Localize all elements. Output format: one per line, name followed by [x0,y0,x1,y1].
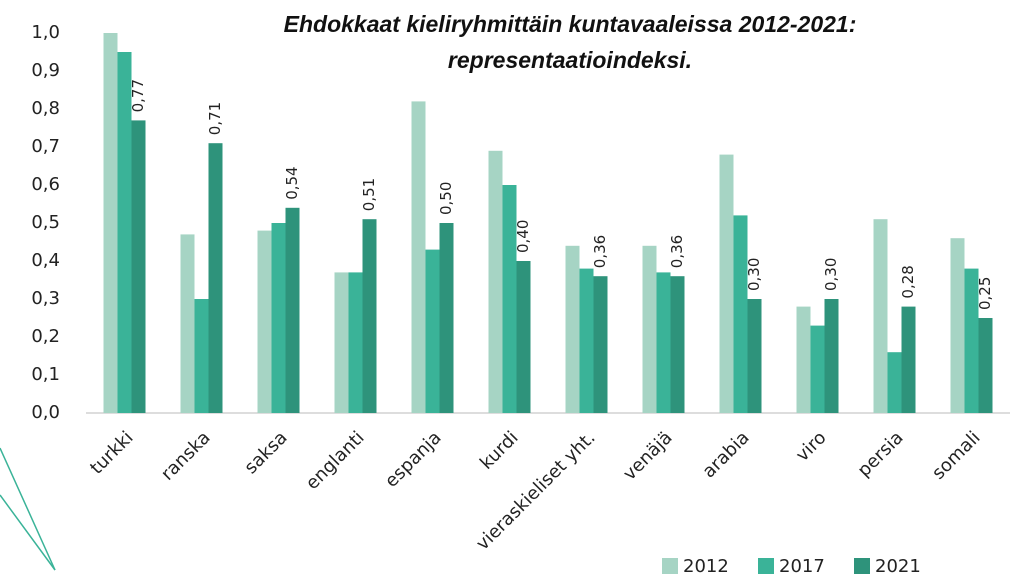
bar [565,245,580,413]
y-tick-label: 0,0 [31,402,60,423]
x-tick-label: ranska [157,427,215,485]
bar [656,272,671,413]
bar [271,223,286,413]
bar [516,261,531,413]
bar [502,185,517,413]
bar [901,306,916,413]
bar [131,120,146,414]
data-label: 0,51 [360,178,378,211]
bar [439,223,454,413]
bar [719,154,734,413]
bar [488,150,503,414]
y-tick-label: 1,0 [31,22,60,43]
bar [887,352,902,413]
data-label: 0,71 [206,102,224,135]
bar [334,272,349,413]
bar [579,268,594,413]
bar [950,238,965,413]
bar [796,306,811,413]
bar [593,276,608,413]
data-label: 0,40 [514,220,532,253]
chart-title: Ehdokkaat kieliryhmittäin kuntavaaleissa… [283,11,857,73]
y-tick-label: 0,1 [31,364,60,385]
bar [747,299,762,413]
x-tick-label: venäjä [619,427,676,484]
bar [348,272,363,413]
x-tick-label: englanti [302,427,369,494]
bar [978,318,993,413]
x-tick-label: turkki [86,427,137,478]
y-tick-label: 0,3 [31,288,60,309]
data-label: 0,50 [437,182,455,215]
bar [810,325,825,413]
bar [257,230,272,413]
data-label: 0,25 [976,277,994,310]
legend-label: 2021 [875,556,921,577]
x-tick-label: saksa [240,427,291,478]
legend-swatch [854,558,870,574]
data-label: 0,28 [899,265,917,298]
x-tick-label: kurdi [476,427,523,474]
bar [362,219,377,413]
y-tick-label: 0,9 [31,60,60,81]
data-label: 0,54 [283,166,301,199]
bar [180,234,195,413]
bar [642,245,657,413]
bar [670,276,685,413]
x-tick-label: viro [792,427,831,466]
x-tick-label: espanja [381,427,446,492]
y-tick-label: 0,2 [31,326,60,347]
y-tick-label: 0,4 [31,250,60,271]
legend-swatch [758,558,774,574]
legend-label: 2012 [683,556,729,577]
bar [411,101,426,414]
y-tick-label: 0,7 [31,136,60,157]
decoration [0,447,56,571]
x-tick-label: arabia [698,427,753,482]
y-tick-label: 0,8 [31,98,60,119]
bar [873,219,888,413]
bar [117,52,132,413]
data-label: 0,30 [745,258,763,291]
data-label: 0,36 [668,235,686,268]
bar [208,143,223,413]
bar [733,215,748,413]
data-label: 0,77 [129,79,147,112]
data-label: 0,36 [591,235,609,268]
data-label: 0,30 [822,258,840,291]
legend-swatch [662,558,678,574]
bar [103,33,118,413]
bar [824,299,839,413]
x-tick-label: persia [854,427,908,481]
bar [964,268,979,413]
bar [425,249,440,413]
x-tick-label: somali [928,427,985,484]
y-tick-label: 0,5 [31,212,60,233]
bar [285,207,300,413]
bar [194,299,209,413]
y-tick-label: 0,6 [31,174,60,195]
decoration [0,494,56,571]
legend-label: 2017 [779,556,825,577]
